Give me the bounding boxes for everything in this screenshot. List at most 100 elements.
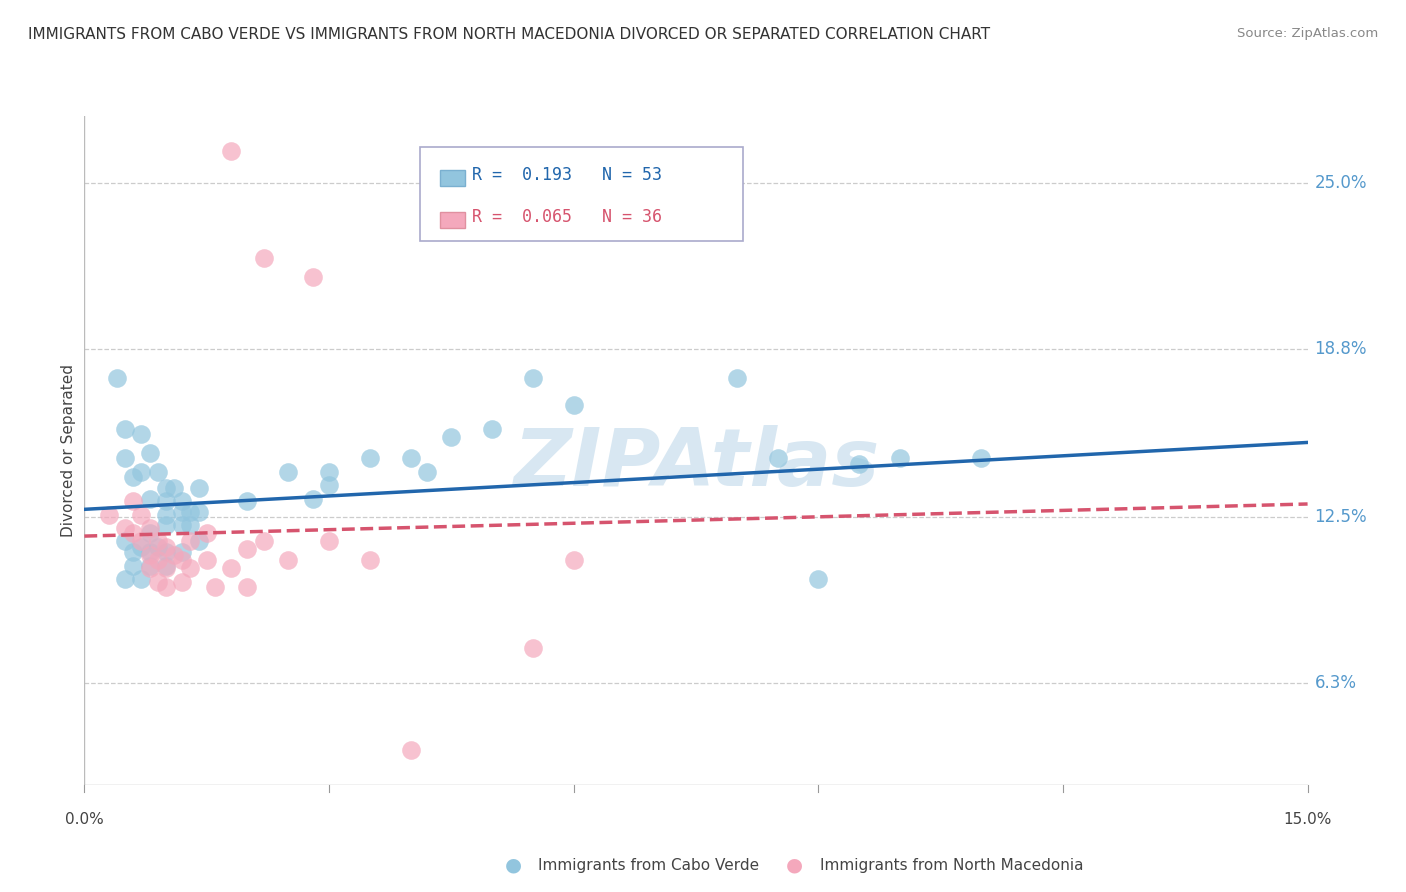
Point <box>195 526 218 541</box>
Point <box>236 494 259 508</box>
Point <box>131 427 153 442</box>
Point <box>318 534 340 549</box>
Point <box>114 572 136 586</box>
Text: 15.0%: 15.0% <box>1284 812 1331 827</box>
Point <box>399 743 422 757</box>
Point <box>179 505 201 519</box>
Point <box>138 561 160 575</box>
Text: 0.0%: 0.0% <box>65 812 104 827</box>
Point <box>163 481 186 495</box>
Point <box>114 422 136 436</box>
Point <box>277 553 299 567</box>
Point <box>416 465 439 479</box>
Point <box>277 465 299 479</box>
Point <box>236 580 259 594</box>
Point <box>359 553 381 567</box>
Point <box>146 534 169 549</box>
Point <box>138 521 160 535</box>
Point <box>155 481 177 495</box>
Point <box>131 540 153 554</box>
Text: ZIPAtlas: ZIPAtlas <box>513 425 879 503</box>
Point <box>155 561 177 575</box>
Point <box>131 534 153 549</box>
Point <box>155 545 177 559</box>
Point <box>204 580 226 594</box>
Y-axis label: Divorced or Separated: Divorced or Separated <box>60 364 76 537</box>
Point <box>172 545 194 559</box>
Point <box>889 451 911 466</box>
Point <box>155 508 177 522</box>
Point <box>318 465 340 479</box>
Text: ●: ● <box>505 855 522 875</box>
Text: 18.8%: 18.8% <box>1315 340 1367 358</box>
Point <box>179 561 201 575</box>
Point <box>138 446 160 460</box>
Point <box>138 548 160 562</box>
Point <box>236 542 259 557</box>
Point <box>114 521 136 535</box>
Point <box>138 558 160 573</box>
Point <box>172 518 194 533</box>
Point <box>807 572 830 586</box>
Point <box>146 465 169 479</box>
Text: Immigrants from Cabo Verde: Immigrants from Cabo Verde <box>538 858 759 872</box>
Point <box>131 508 153 522</box>
Text: Source: ZipAtlas.com: Source: ZipAtlas.com <box>1237 27 1378 40</box>
Text: 6.3%: 6.3% <box>1315 674 1357 692</box>
Point <box>172 553 194 567</box>
Point <box>131 465 153 479</box>
Text: Immigrants from North Macedonia: Immigrants from North Macedonia <box>820 858 1083 872</box>
Point <box>301 269 323 284</box>
Point <box>155 494 177 508</box>
Point <box>253 251 276 265</box>
Point <box>187 481 209 495</box>
Point <box>179 518 201 533</box>
Point <box>179 534 201 549</box>
Point <box>562 553 585 567</box>
Point <box>146 574 169 589</box>
Text: R =  0.193   N = 53: R = 0.193 N = 53 <box>472 166 662 184</box>
Point <box>114 534 136 549</box>
Point <box>522 641 544 656</box>
Point <box>187 534 209 549</box>
Text: ●: ● <box>786 855 803 875</box>
Point <box>172 494 194 508</box>
Text: IMMIGRANTS FROM CABO VERDE VS IMMIGRANTS FROM NORTH MACEDONIA DIVORCED OR SEPARA: IMMIGRANTS FROM CABO VERDE VS IMMIGRANTS… <box>28 27 990 42</box>
Point <box>187 505 209 519</box>
Point <box>138 545 160 559</box>
Point <box>359 451 381 466</box>
Point <box>481 422 503 436</box>
Point <box>172 505 194 519</box>
Point <box>138 526 160 541</box>
Point <box>155 518 177 533</box>
Point <box>219 561 242 575</box>
Point <box>195 553 218 567</box>
Point <box>122 494 145 508</box>
Point <box>146 553 169 567</box>
Text: R =  0.065   N = 36: R = 0.065 N = 36 <box>472 208 662 226</box>
Point <box>301 491 323 506</box>
Point <box>122 526 145 541</box>
Text: 25.0%: 25.0% <box>1315 174 1367 192</box>
Point <box>522 371 544 385</box>
Point <box>562 398 585 412</box>
Point <box>766 451 789 466</box>
Point <box>146 540 169 554</box>
Point <box>219 144 242 158</box>
Point <box>114 451 136 466</box>
Point <box>155 580 177 594</box>
Point <box>318 478 340 492</box>
Point <box>122 558 145 573</box>
Text: 12.5%: 12.5% <box>1315 508 1367 526</box>
Point <box>172 574 194 589</box>
Point <box>97 508 120 522</box>
Point <box>155 558 177 573</box>
Point <box>105 371 128 385</box>
Point <box>725 371 748 385</box>
Point <box>155 540 177 554</box>
Point <box>122 545 145 559</box>
Point <box>848 457 870 471</box>
Point <box>163 548 186 562</box>
Point <box>138 491 160 506</box>
Point <box>131 572 153 586</box>
